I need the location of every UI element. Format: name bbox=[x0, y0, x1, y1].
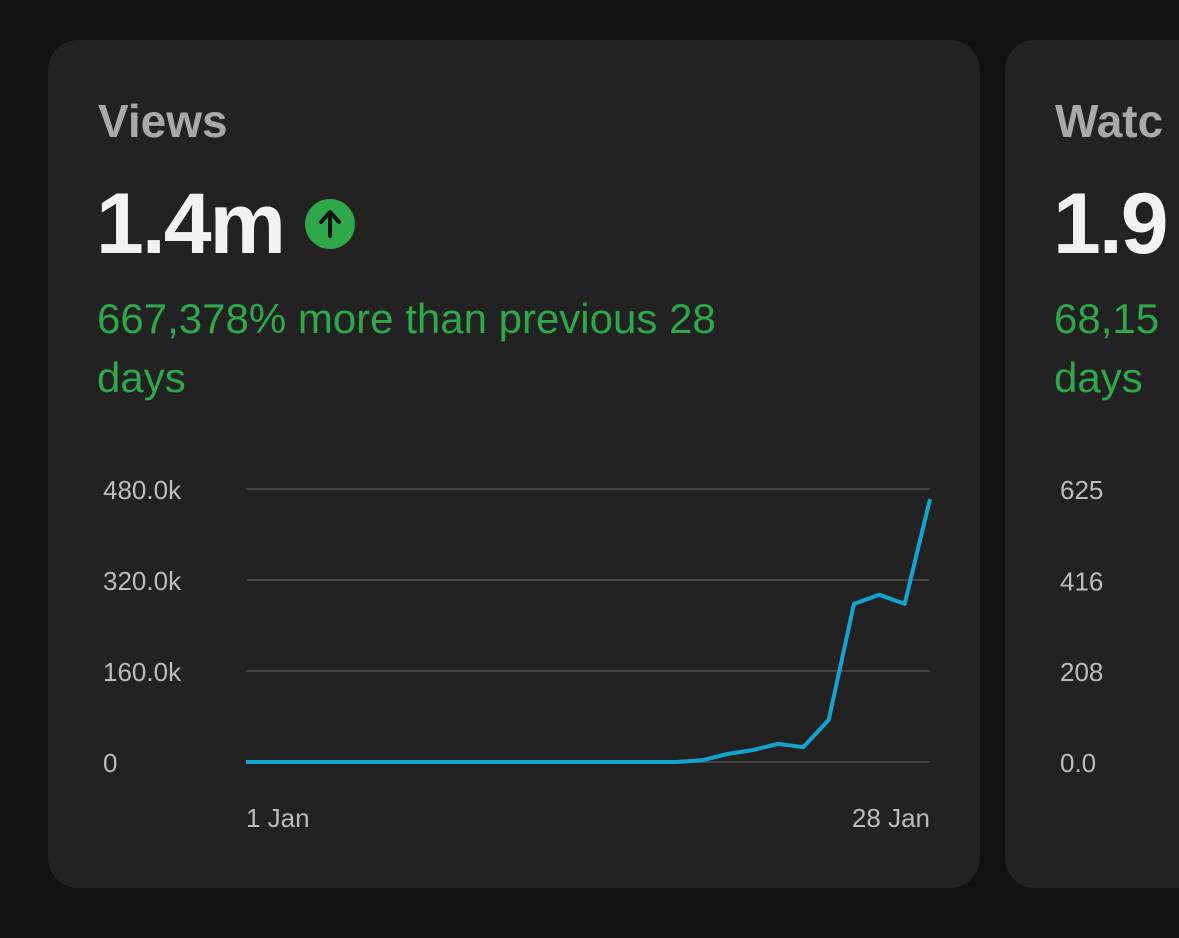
card-value: 1.4m bbox=[96, 176, 284, 272]
change-text: days bbox=[97, 354, 186, 401]
trend-up-arrow bbox=[319, 210, 342, 238]
y-tick-label: 480.0k bbox=[103, 475, 182, 505]
stat-card: Views 1.4m 667,378% more than previous 28 d… bbox=[48, 40, 980, 888]
y-tick-label: 625 bbox=[1060, 475, 1103, 505]
y-tick-label: 208 bbox=[1060, 657, 1103, 687]
change-text: 667,378% more than previous 28 bbox=[97, 295, 716, 342]
y-tick-label: 0.0 bbox=[1060, 748, 1096, 778]
data-line bbox=[246, 498, 932, 764]
card-background bbox=[48, 40, 980, 888]
y-tick-label: 416 bbox=[1060, 566, 1103, 596]
card-value: 1.9 bbox=[1053, 176, 1167, 272]
y-tick-label: 160.0k bbox=[103, 657, 182, 687]
x-tick-label: 28 Jan bbox=[852, 803, 930, 833]
change-text: days bbox=[1054, 354, 1143, 401]
card-title: Watc bbox=[1055, 95, 1163, 147]
x-tick-label: 1 Jan bbox=[246, 803, 310, 833]
y-tick-label: 320.0k bbox=[103, 566, 182, 596]
y-tick-label: 0 bbox=[103, 748, 117, 778]
card-title: Views bbox=[98, 95, 228, 147]
card-background bbox=[1005, 40, 1179, 888]
change-text: 68,15 bbox=[1054, 295, 1159, 342]
